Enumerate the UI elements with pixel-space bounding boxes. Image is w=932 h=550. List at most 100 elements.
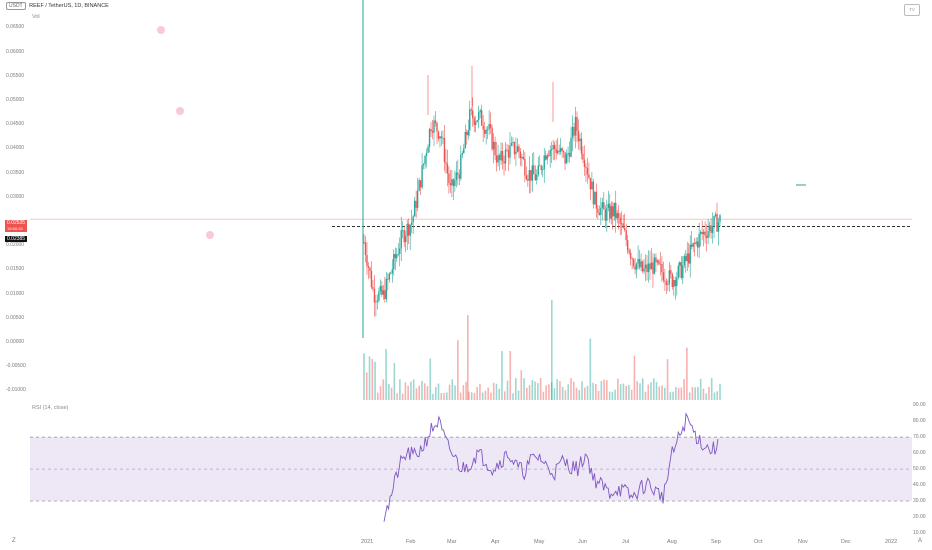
candle-body bbox=[369, 267, 371, 271]
volume-label[interactable]: Vol bbox=[32, 14, 40, 20]
candle-body bbox=[492, 141, 495, 150]
candle-body bbox=[656, 260, 659, 263]
currency-chip[interactable]: USDT bbox=[6, 2, 26, 10]
volume-bar bbox=[578, 389, 581, 400]
price-tick-label: 0.00000 bbox=[6, 338, 25, 345]
volume-bar bbox=[583, 387, 586, 400]
volume-bar bbox=[512, 393, 514, 400]
candle-body bbox=[552, 145, 554, 150]
candle-body bbox=[536, 174, 538, 181]
candle-body bbox=[434, 120, 437, 123]
candle-body bbox=[632, 259, 635, 267]
candle-body bbox=[659, 263, 662, 265]
volume-bar bbox=[412, 379, 415, 400]
zoom-icon[interactable]: Z bbox=[12, 538, 16, 544]
candle-body bbox=[641, 261, 644, 272]
volume-bar bbox=[542, 391, 545, 400]
candle-body bbox=[598, 212, 601, 216]
volume-bar bbox=[710, 378, 713, 400]
candle-body bbox=[548, 155, 550, 157]
volume-bar bbox=[520, 370, 523, 400]
candle-body bbox=[510, 142, 513, 146]
candle-body bbox=[671, 274, 674, 288]
volume-bar bbox=[630, 389, 633, 400]
volume-bar bbox=[528, 385, 531, 400]
volume-bar bbox=[451, 379, 454, 400]
candle-body bbox=[373, 288, 376, 303]
candle-body bbox=[696, 241, 699, 248]
volume-bar bbox=[639, 383, 641, 400]
candle-body bbox=[652, 262, 654, 274]
candle-body bbox=[570, 137, 572, 157]
candle-body bbox=[385, 278, 388, 300]
candle-body bbox=[415, 200, 417, 208]
candle-body bbox=[437, 131, 440, 139]
volume-bar bbox=[641, 378, 644, 400]
volume-bar bbox=[597, 390, 600, 400]
volume-bar bbox=[699, 378, 702, 400]
candle-body bbox=[498, 155, 501, 161]
volume-bar bbox=[564, 390, 567, 400]
symbol-title[interactable]: REEF / TetherUS, 1D, BINANCE bbox=[29, 3, 109, 9]
candle-body bbox=[658, 260, 660, 264]
time-tick-label: Jun bbox=[578, 539, 587, 545]
candle-body bbox=[637, 258, 639, 264]
candle-body bbox=[442, 137, 444, 139]
volume-bar bbox=[669, 392, 672, 400]
candle-body bbox=[717, 221, 720, 232]
volume-bar bbox=[374, 361, 376, 400]
candle-body bbox=[592, 181, 595, 205]
chart-header: USDT REEF / TetherUS, 1D, BINANCE bbox=[6, 2, 109, 10]
candle-body bbox=[562, 151, 565, 153]
volume-bar bbox=[600, 381, 603, 400]
volume-bar bbox=[655, 381, 658, 400]
horizontal-line-price-tag: 0.02385 bbox=[5, 236, 28, 242]
price-tick-label: -0.01000 bbox=[6, 387, 26, 394]
time-tick-label: Sep bbox=[711, 539, 721, 545]
rsi-indicator-title[interactable]: RSI (14, close) bbox=[32, 405, 69, 411]
candle-body bbox=[440, 136, 443, 138]
price-tick-label: 0.03000 bbox=[6, 193, 25, 200]
candle-body bbox=[561, 148, 563, 152]
price-tick-label: 0.00500 bbox=[6, 314, 25, 321]
volume-bar bbox=[371, 359, 374, 400]
volume-bar bbox=[479, 383, 481, 400]
volume-bar bbox=[688, 392, 691, 400]
candle-body bbox=[427, 146, 429, 153]
candle-body bbox=[580, 138, 583, 154]
candle-body bbox=[586, 168, 589, 175]
candle-body bbox=[515, 151, 517, 155]
candle-body bbox=[650, 262, 653, 270]
candle-body bbox=[421, 165, 423, 188]
candle-body bbox=[518, 146, 520, 152]
price-tick-label: 0.05000 bbox=[6, 96, 25, 103]
candle-body bbox=[488, 124, 490, 130]
candle-body bbox=[600, 207, 602, 216]
candle-body bbox=[428, 129, 431, 147]
auto-scale-button[interactable]: A bbox=[918, 538, 923, 544]
candle-body bbox=[516, 146, 519, 152]
candle-body bbox=[433, 120, 435, 133]
candle-body bbox=[559, 148, 562, 152]
volume-bar bbox=[548, 384, 550, 400]
candle-body bbox=[413, 200, 416, 217]
candle-body bbox=[501, 150, 504, 162]
candle-body bbox=[472, 110, 474, 119]
volume-bar bbox=[399, 379, 401, 400]
volume-bar bbox=[537, 383, 539, 400]
volume-bar bbox=[523, 378, 525, 400]
price-tick-label: 0.05500 bbox=[6, 72, 25, 79]
candle-body bbox=[399, 248, 401, 254]
volume-bar bbox=[490, 392, 492, 400]
volume-bar bbox=[476, 387, 478, 400]
candle-body bbox=[466, 132, 468, 136]
volume-bar bbox=[445, 392, 448, 400]
candle-body bbox=[424, 155, 426, 164]
candle-body bbox=[419, 180, 422, 188]
candle-body bbox=[372, 287, 374, 289]
volume-bar bbox=[448, 384, 451, 400]
candle-body bbox=[686, 253, 688, 262]
candle-body bbox=[500, 150, 502, 161]
candle-body bbox=[716, 214, 718, 232]
